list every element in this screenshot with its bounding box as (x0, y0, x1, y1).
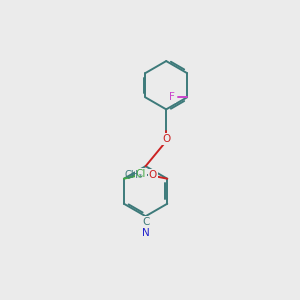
Text: N: N (142, 228, 149, 238)
Text: O: O (162, 134, 170, 144)
Text: Cl: Cl (136, 169, 146, 179)
Text: O: O (149, 170, 157, 180)
Text: CH₃: CH₃ (124, 170, 143, 180)
Text: C: C (142, 217, 149, 226)
Text: F: F (169, 92, 175, 102)
